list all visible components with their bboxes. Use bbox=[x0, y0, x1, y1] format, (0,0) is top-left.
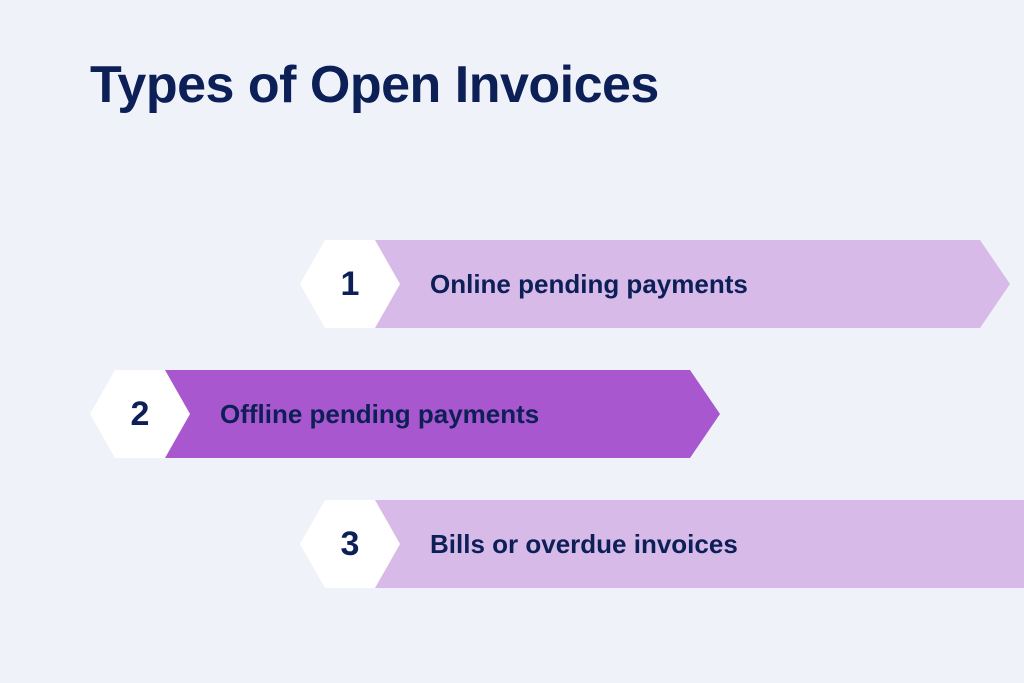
invoice-type-row-3: 3 Bills or overdue invoices bbox=[300, 500, 1024, 588]
arrow-bar-1: Online pending payments bbox=[370, 240, 1010, 328]
arrow-bar-2: Offline pending payments bbox=[160, 370, 720, 458]
arrow-bar-3: Bills or overdue invoices bbox=[370, 500, 1024, 588]
invoice-type-row-2: 2 Offline pending payments bbox=[90, 370, 720, 458]
invoice-type-label-2: Offline pending payments bbox=[220, 399, 539, 430]
invoice-type-label-1: Online pending payments bbox=[430, 269, 748, 300]
page-title: Types of Open Invoices bbox=[90, 55, 659, 115]
invoice-type-row-1: 1 Online pending payments bbox=[300, 240, 1010, 328]
invoice-type-label-3: Bills or overdue invoices bbox=[430, 529, 738, 560]
